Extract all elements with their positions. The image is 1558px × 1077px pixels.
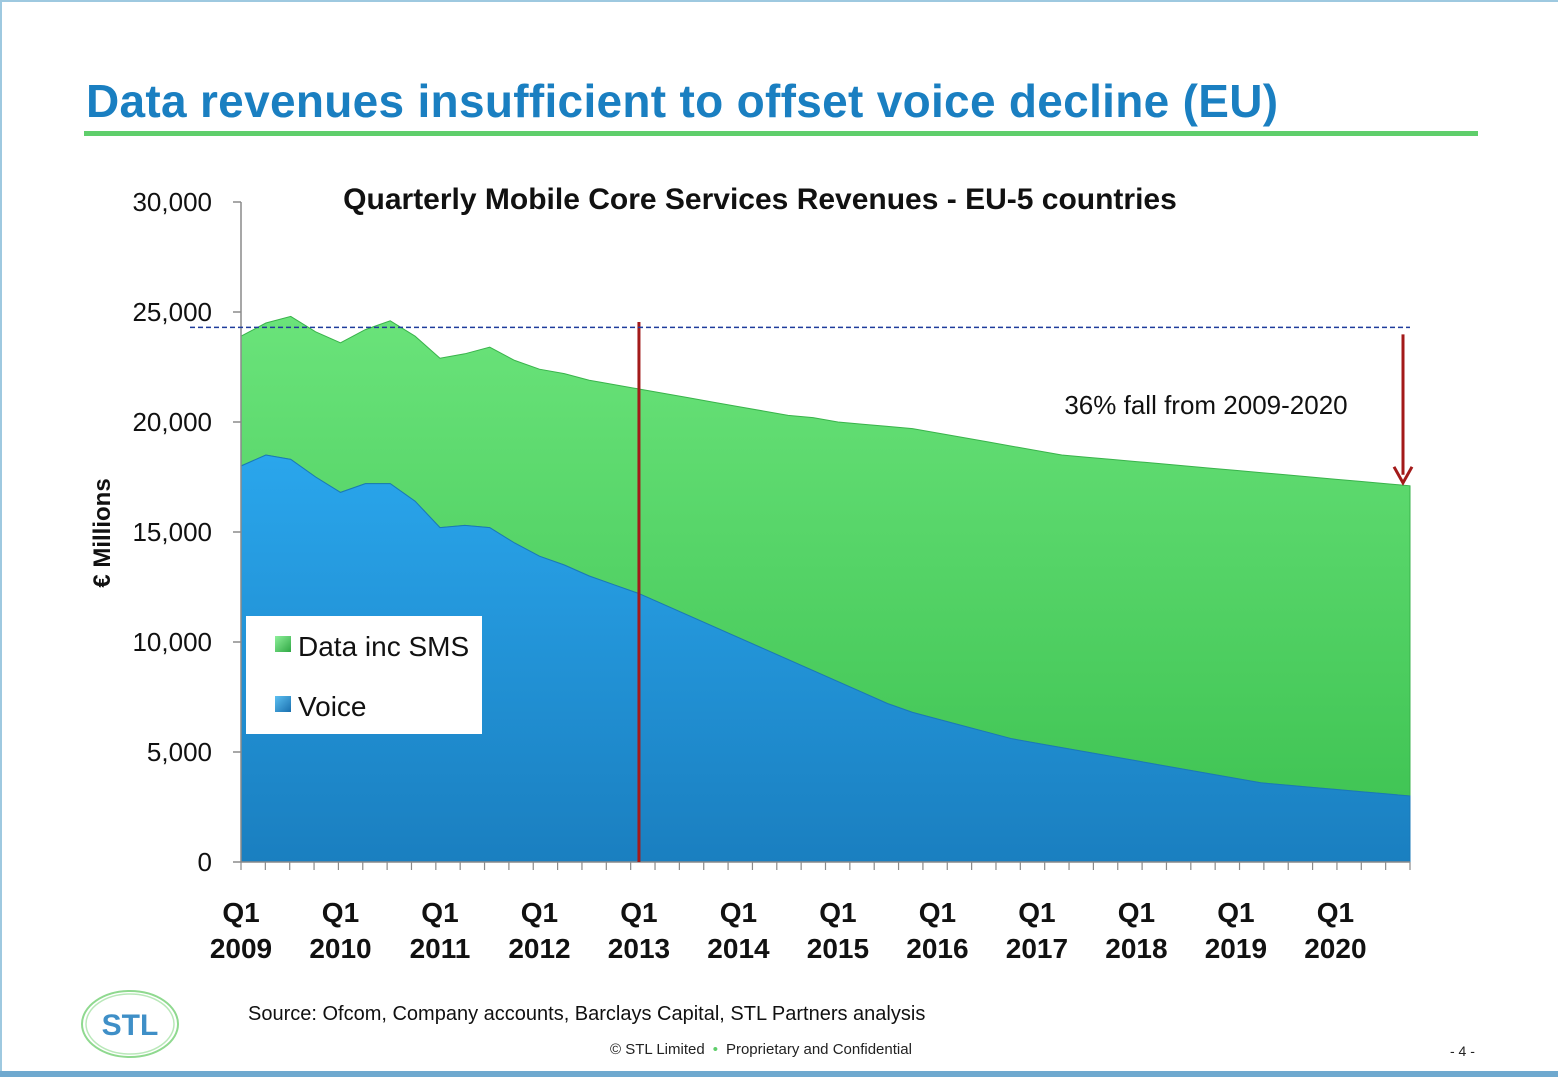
- footer-copyright: © STL Limited: [610, 1041, 705, 1058]
- x-tick-label-quarter: Q1: [720, 897, 757, 928]
- footer-separator: •: [712, 1041, 718, 1058]
- x-tick-label-quarter: Q1: [620, 897, 657, 928]
- series-area-voice: [240, 454, 1411, 863]
- legend-label-data: Data inc SMS: [298, 631, 469, 662]
- y-tick-label: 0: [198, 847, 212, 877]
- x-tick-label-year: 2009: [210, 933, 272, 964]
- logo-text: STL: [102, 1009, 159, 1042]
- title-underline: [84, 131, 1478, 136]
- fall-annotation-text: 36% fall from 2009-2020: [1064, 390, 1347, 420]
- y-axis-tick-labels: 0 5,000 10,000 15,000 20,000 25,000 30,000: [132, 187, 212, 877]
- legend-swatch-voice: [275, 696, 291, 712]
- x-tick-label-year: 2015: [807, 933, 869, 964]
- chart-title: Quarterly Mobile Core Services Revenues …: [343, 183, 1177, 216]
- axes: [233, 201, 1411, 870]
- x-tick-label-year: 2013: [608, 933, 670, 964]
- x-tick-label-year: 2010: [309, 933, 371, 964]
- x-tick-label-year: 2011: [410, 933, 471, 964]
- legend-box: [246, 616, 482, 734]
- x-tick-label-year: 2018: [1105, 933, 1167, 964]
- x-tick-label-quarter: Q1: [421, 897, 458, 928]
- y-tick-label: 30,000: [132, 187, 212, 217]
- y-tick-label: 10,000: [132, 627, 212, 657]
- source-note: Source: Ofcom, Company accounts, Barclay…: [248, 1003, 926, 1025]
- legend: Data inc SMS Voice: [246, 616, 482, 734]
- footer: © STL Limited • Proprietary and Confidenti…: [610, 1041, 912, 1058]
- y-tick-label: 20,000: [132, 407, 212, 437]
- y-axis-label: € Millions: [89, 478, 116, 587]
- legend-label-voice: Voice: [298, 691, 367, 722]
- page-number: - 4 -: [1450, 1043, 1475, 1059]
- x-tick-label-year: 2020: [1304, 933, 1366, 964]
- logo-ring-inner: [85, 993, 175, 1055]
- x-tick-label-quarter: Q1: [1018, 897, 1055, 928]
- x-tick-label-year: 2019: [1205, 933, 1267, 964]
- logo-ring-outer: [81, 990, 179, 1058]
- x-tick-label-quarter: Q1: [1217, 897, 1254, 928]
- x-tick-label-year: 2016: [906, 933, 968, 964]
- x-tick-label-quarter: Q1: [322, 897, 359, 928]
- x-tick-label-quarter: Q1: [222, 897, 259, 928]
- fall-arrow-head: [1392, 466, 1414, 486]
- annotations: [190, 322, 1414, 862]
- y-tick-label: 5,000: [147, 737, 212, 767]
- slide-bottom-border: [0, 1071, 1558, 1077]
- footer-confidential: Proprietary and Confidential: [725, 1041, 912, 1058]
- x-tick-label-year: 2017: [1006, 933, 1068, 964]
- x-tick-label-quarter: Q1: [521, 897, 558, 928]
- x-axis-tick-labels: Q1 2009 Q1 2010 Q1 2011 Q1 2012 Q1 2013 Q1 2014 Q1 20…: [210, 897, 1367, 964]
- x-tick-label-quarter: Q1: [919, 897, 956, 928]
- y-tick-label: 25,000: [132, 297, 212, 327]
- y-tick-label: 15,000: [132, 517, 212, 547]
- x-tick-label-quarter: Q1: [1317, 897, 1354, 928]
- slide-top-border: [0, 0, 1558, 2]
- stl-logo: STL: [81, 990, 179, 1058]
- x-tick-label-year: 2012: [508, 933, 570, 964]
- slide-left-border: [0, 0, 2, 1077]
- slide-title: Data revenues insufficient to offset voi…: [86, 75, 1279, 127]
- x-tick-label-quarter: Q1: [819, 897, 856, 928]
- x-tick-label-year: 2014: [707, 933, 770, 964]
- legend-swatch-data: [275, 636, 291, 652]
- x-tick-label-quarter: Q1: [1118, 897, 1155, 928]
